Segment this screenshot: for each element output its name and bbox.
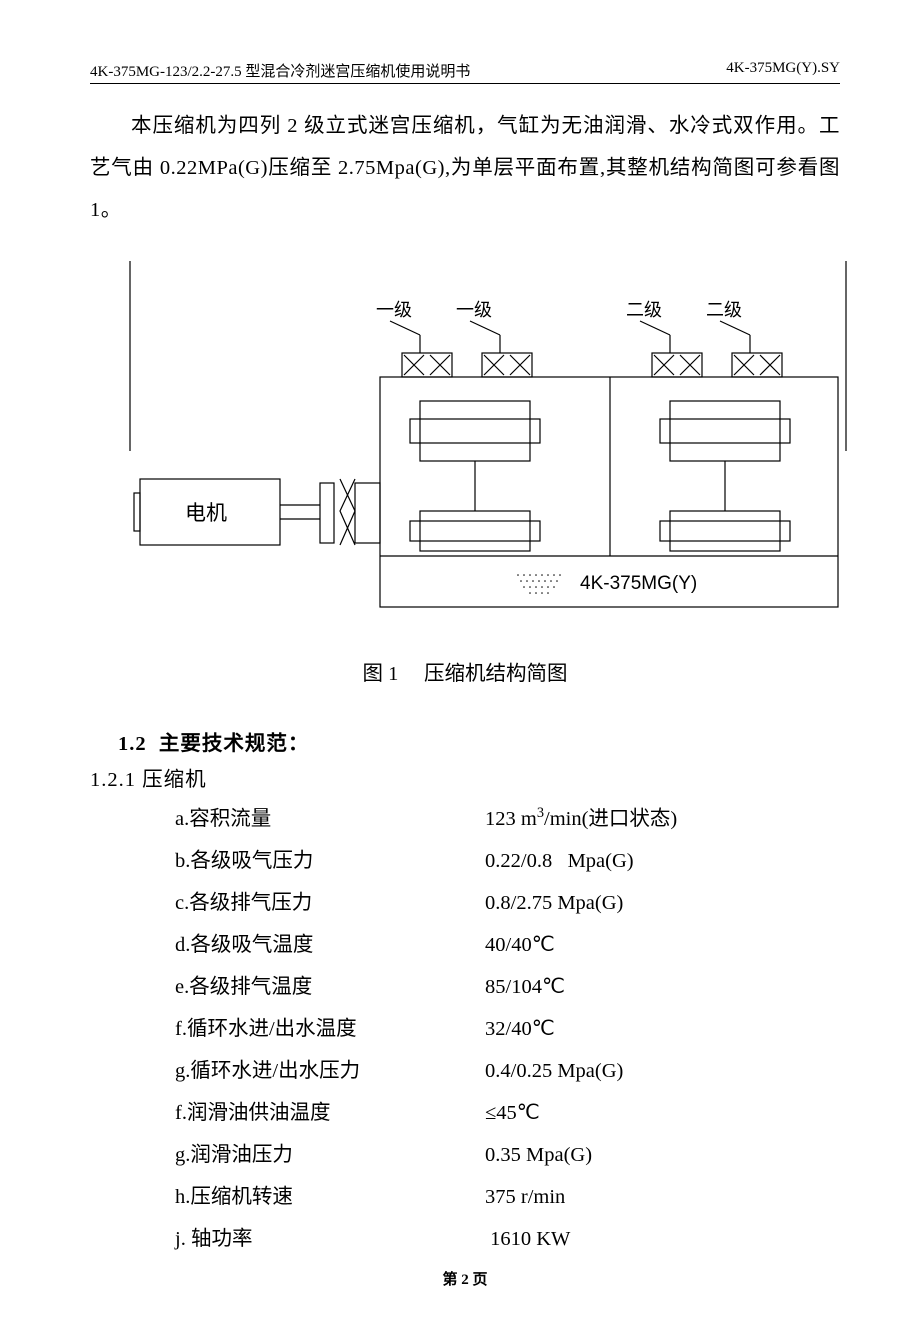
spec-value: ≤45℃ bbox=[485, 1092, 840, 1134]
spec-label: f.循环水进/出水温度 bbox=[175, 1008, 485, 1050]
spec-label: f.润滑油供油温度 bbox=[175, 1092, 485, 1134]
compressor-schematic: 一级 一级 二级 二级 bbox=[90, 261, 850, 621]
spec-label: c.各级排气压力 bbox=[175, 882, 485, 924]
document-page: 4K-375MG-123/2.2-27.5 型混合冷剂迷宫压缩机使用说明书 4K… bbox=[0, 0, 920, 1329]
figure-caption: 图 1 压缩机结构简图 bbox=[90, 656, 840, 686]
motor-label: 电机 bbox=[185, 501, 227, 525]
spec-value: 1610 KW bbox=[485, 1218, 840, 1260]
spec-value: 0.4/0.25 Mpa(G) bbox=[485, 1050, 840, 1092]
spec-list: a.容积流量123 m3/min(进口状态)b.各级吸气压力0.22/0.8 M… bbox=[90, 798, 840, 1260]
motor-block bbox=[134, 479, 380, 545]
stage-label-3: 二级 bbox=[706, 300, 742, 320]
spec-row: a.容积流量123 m3/min(进口状态) bbox=[175, 798, 840, 840]
intro-paragraph: 本压缩机为四列 2 级立式迷宫压缩机，气缸为无油润滑、水冷式双作用。工艺气由 0… bbox=[90, 105, 840, 231]
cylinder-internals bbox=[380, 401, 838, 556]
page-footer: 第 2 页 bbox=[90, 1268, 840, 1289]
spec-row: h.压缩机转速375 r/min bbox=[175, 1176, 840, 1218]
spec-row: g.润滑油压力0.35 Mpa(G) bbox=[175, 1134, 840, 1176]
spec-value: 40/40℃ bbox=[485, 924, 840, 966]
spec-value: 375 r/min bbox=[485, 1176, 840, 1218]
spec-value: 32/40℃ bbox=[485, 1008, 840, 1050]
stage-label-2: 二级 bbox=[626, 300, 662, 320]
section-heading: 主要技术规范： bbox=[159, 733, 310, 755]
spec-label: h.压缩机转速 bbox=[175, 1176, 485, 1218]
spec-label: d.各级吸气温度 bbox=[175, 924, 485, 966]
section-1-2-title: 1.2 主要技术规范： bbox=[118, 726, 840, 756]
stage-label-1: 一级 bbox=[456, 300, 492, 320]
section-number: 1.2 bbox=[118, 733, 147, 755]
spec-label: g.润滑油压力 bbox=[175, 1134, 485, 1176]
spec-value: 0.8/2.75 Mpa(G) bbox=[485, 882, 840, 924]
spec-row: j. 轴功率 1610 KW bbox=[175, 1218, 840, 1260]
spec-value: 85/104℃ bbox=[485, 966, 840, 1008]
valve-symbols bbox=[402, 353, 782, 377]
spec-value: 0.22/0.8 Mpa(G) bbox=[485, 840, 840, 882]
spec-value: 0.35 Mpa(G) bbox=[485, 1134, 840, 1176]
header-right: 4K-375MG(Y).SY bbox=[726, 60, 840, 81]
spec-label: g.循环水进/出水压力 bbox=[175, 1050, 485, 1092]
page-header: 4K-375MG-123/2.2-27.5 型混合冷剂迷宫压缩机使用说明书 4K… bbox=[90, 60, 840, 84]
model-label: 4K-375MG(Y) bbox=[580, 573, 697, 594]
spec-row: d.各级吸气温度40/40℃ bbox=[175, 924, 840, 966]
spec-label: b.各级吸气压力 bbox=[175, 840, 485, 882]
spec-row: b.各级吸气压力0.22/0.8 Mpa(G) bbox=[175, 840, 840, 882]
subsection-title: 1.2.1 压缩机 bbox=[90, 762, 840, 792]
header-left: 4K-375MG-123/2.2-27.5 型混合冷剂迷宫压缩机使用说明书 bbox=[90, 60, 470, 81]
spec-label: a.容积流量 bbox=[175, 798, 485, 840]
spec-row: g.循环水进/出水压力0.4/0.25 Mpa(G) bbox=[175, 1050, 840, 1092]
spec-value: 123 m3/min(进口状态) bbox=[485, 798, 840, 840]
figure-1-diagram: 一级 一级 二级 二级 bbox=[90, 261, 840, 626]
spec-row: e.各级排气温度85/104℃ bbox=[175, 966, 840, 1008]
nameplate-dots bbox=[517, 574, 561, 594]
stage-label-0: 一级 bbox=[376, 300, 412, 320]
spec-label: e.各级排气温度 bbox=[175, 966, 485, 1008]
spec-label: j. 轴功率 bbox=[175, 1218, 485, 1260]
spec-row: f.循环水进/出水温度32/40℃ bbox=[175, 1008, 840, 1050]
spec-row: f.润滑油供油温度≤45℃ bbox=[175, 1092, 840, 1134]
spec-row: c.各级排气压力0.8/2.75 Mpa(G) bbox=[175, 882, 840, 924]
